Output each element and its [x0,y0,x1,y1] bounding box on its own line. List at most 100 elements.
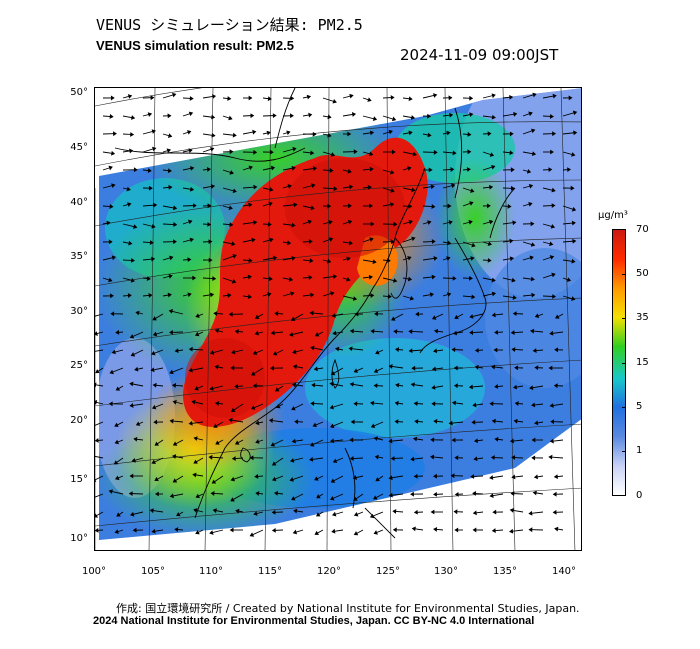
wind-vector-head [431,385,436,390]
wind-vector-head [270,365,274,371]
wind-vector-head [229,222,234,227]
lon-label-110: 110° [198,566,224,577]
wind-vector-head [231,456,236,462]
wind-vector-head [208,257,213,263]
wind-vector-head [431,204,436,210]
wind-vector-head [446,256,451,261]
wind-vector-head [114,422,119,427]
wind-vector-head [429,292,435,298]
wind-vector-head [330,423,335,429]
wind-vector-head [349,328,354,334]
wind-vector-head [153,202,158,208]
wind-vector-head [373,436,378,441]
wind-vector-head [268,201,273,207]
wind-vector-head [530,328,535,334]
wind-vector-head [310,205,315,211]
wind-vector-head [315,512,321,517]
wind-vector-head [410,456,415,462]
wind-vector-head [152,382,157,388]
wind-vector-head [270,442,276,447]
wind-vector-head [154,476,159,482]
wind-vector-head [387,294,392,299]
wind-vector-head [428,167,433,173]
wind-vector-head [214,364,219,370]
wind-vector-head [390,239,395,245]
wind-vector-head [552,131,557,137]
wind-vector-head [494,384,499,389]
wind-vector-head [213,311,218,316]
wind-vector-head [129,403,134,408]
wind-vector-head [427,220,432,225]
wind-vector-head [152,146,157,152]
wind-vector-head [467,131,472,137]
wind-vector-head [116,512,121,517]
wind-vector-head [287,240,292,246]
wind-vector-head [147,112,153,117]
wind-vector-head [274,311,279,316]
wind-vector-head [130,352,136,357]
wind-vector-head [449,112,454,118]
wind-vector-head [451,347,456,353]
wind-vector-head [433,93,438,98]
wind-vector-head [171,454,177,459]
wind-vector-head [333,186,338,192]
wind-vector-head [373,368,379,373]
wind-vector-head [252,129,257,135]
wind-vector-head [373,530,378,535]
wind-vector-head [267,292,272,297]
wind-vector-head [571,258,576,264]
wind-vector-head [186,130,192,135]
wind-vector-head [108,489,113,494]
wind-vector-head [312,166,318,171]
wind-vector-head [491,418,496,424]
wind-vector-head [533,474,538,480]
wind-vector-head [531,455,536,461]
wind-vector-head [273,490,279,496]
wind-vector-head [451,400,457,406]
wind-vector-head [188,420,193,426]
wind-vector-head [332,98,337,104]
wind-vector-head [153,419,158,425]
wind-vector-head [573,130,578,136]
wind-vector-head [234,329,239,334]
wind-vector-head [173,222,178,227]
wind-vector-head [410,382,415,388]
lat-label-45: 45° [70,142,88,153]
wind-vector-head [148,293,153,298]
wind-vector-head [133,224,138,229]
wind-vector-head [127,94,133,99]
title-english: VENUS simulation result: PM2.5 [96,38,294,53]
wind-vector-head [472,510,477,516]
wind-vector-head [532,92,537,98]
wind-vector-head [115,386,121,391]
wind-vector-head [248,165,254,171]
wind-vector-head [509,150,514,156]
wind-vector-head [254,314,260,319]
wind-vector-head [531,128,536,134]
wind-vector-head [373,383,378,389]
wind-vector-head [152,331,158,337]
wind-vector-head [214,401,220,406]
wind-vector-head [207,203,212,209]
wind-vector-head [228,417,233,423]
wind-vector-head [471,294,476,300]
wind-vector-head [433,149,438,155]
wind-vector-head [209,292,215,298]
wind-vector-head [454,491,459,497]
wind-vector-head [151,404,157,410]
wind-vector-head [430,184,435,190]
wind-vector-head [549,403,554,408]
wind-vector-head [489,475,494,480]
wind-vector-head [329,438,334,444]
wind-vector-head [171,383,177,388]
wind-vector-head [408,96,413,102]
wind-vector-head [294,419,299,425]
wind-vector-head [528,510,533,516]
wind-vector-head [275,387,280,392]
wind-vector-head [388,364,393,369]
wind-vector-head [207,221,212,227]
wind-vector-head [314,476,319,481]
wind-vector-head [526,168,532,174]
wind-vector-head [489,493,494,499]
wind-vector-head [532,348,537,353]
